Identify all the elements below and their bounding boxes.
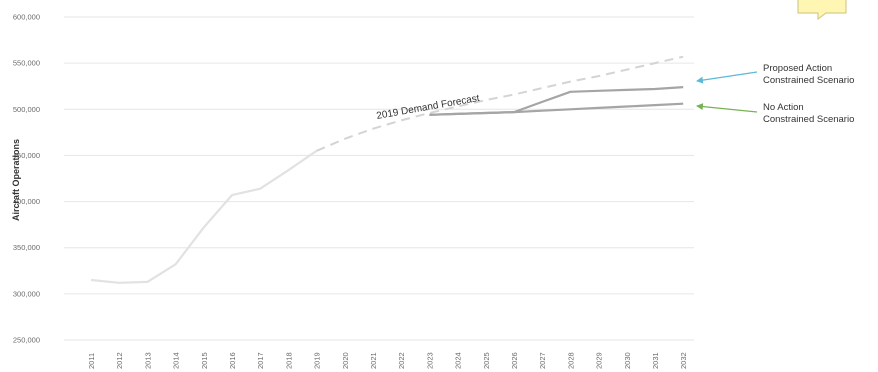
y-tick-label: 250,000 [13, 336, 40, 345]
x-tick-label: 2029 [595, 352, 604, 369]
y-tick-label: 500,000 [13, 105, 40, 114]
y-tick-label: 300,000 [13, 289, 40, 298]
x-tick-label: 2017 [256, 352, 265, 369]
proposed-action-annotation: Proposed Action Constrained Scenario [696, 63, 854, 86]
demand-forecast-series-line [316, 55, 684, 152]
no-action-arrow [696, 103, 758, 113]
x-tick-label: 2026 [510, 352, 519, 369]
x-tick-label: 2032 [679, 352, 688, 369]
no-action-series-line [429, 102, 684, 116]
x-tick-label: 2028 [566, 352, 575, 369]
x-tick-label: 2020 [341, 352, 350, 369]
y-tick-labels: 250,000 300,000 350,000 400,000 450,000 500,0… [13, 13, 40, 345]
series-lines [90, 55, 684, 284]
x-tick-label: 2030 [623, 352, 632, 369]
x-tick-label: 2024 [454, 352, 463, 369]
x-tick-label: 2021 [369, 352, 378, 369]
x-tick-label: 2015 [200, 352, 209, 369]
x-tick-label: 2025 [482, 352, 491, 369]
y-tick-label: 600,000 [13, 13, 40, 22]
x-tick-labels: 2011 2012 2013 2014 2015 2016 2017 2018 2019 2020… [87, 352, 688, 369]
forecast-annotation-label: 2019 Demand Forecast [376, 93, 481, 122]
x-tick-label: 2027 [538, 352, 547, 369]
y-tick-label: 450,000 [13, 151, 40, 160]
gridlines [64, 16, 694, 341]
x-tick-label: 2023 [425, 352, 434, 369]
no-action-label: No Action Constrained Scenario [763, 102, 854, 125]
speech-bubble-icon [797, 0, 847, 20]
proposed-action-label: Proposed Action Constrained Scenario [763, 63, 854, 86]
x-tick-label: 2022 [397, 352, 406, 369]
y-tick-label: 550,000 [13, 59, 40, 68]
x-tick-label: 2014 [172, 352, 181, 369]
proposed-action-arrow [696, 71, 758, 84]
x-tick-label: 2019 [313, 352, 322, 369]
x-tick-label: 2018 [284, 352, 293, 369]
historical-series-line [90, 149, 318, 284]
x-tick-label: 2011 [87, 353, 96, 369]
y-tick-label: 350,000 [13, 243, 40, 252]
y-tick-label: 400,000 [13, 197, 40, 206]
y-axis-label: Aircraft Operations [11, 139, 21, 221]
x-tick-label: 2031 [651, 352, 660, 369]
x-tick-label: 2013 [143, 352, 152, 369]
x-tick-label: 2016 [228, 352, 237, 369]
x-tick-label: 2012 [115, 352, 124, 369]
no-action-annotation: No Action Constrained Scenario [696, 102, 854, 125]
